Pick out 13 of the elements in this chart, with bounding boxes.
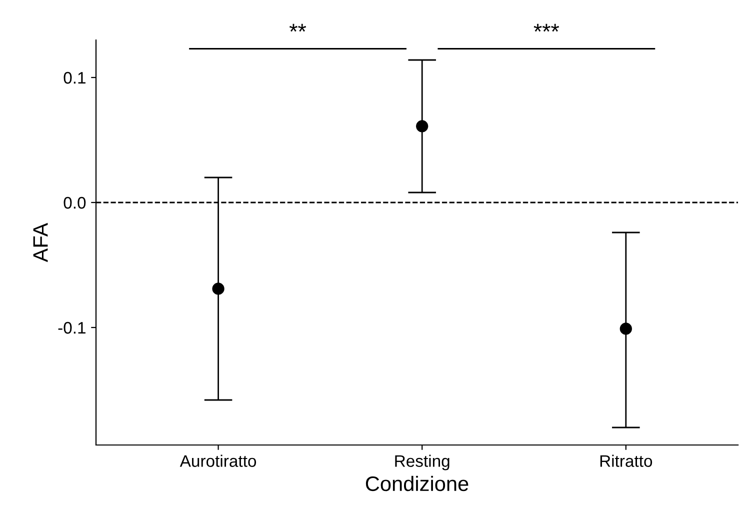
y-axis-title: AFA [33,222,48,262]
point [416,120,428,132]
text: *** [534,24,560,32]
x-axis-title: Condizione [366,476,468,492]
x-tick-label: Resting [395,454,450,470]
point [620,322,632,335]
y-tick-label: -0.1 [58,322,86,334]
y-tick-label: 0.0 [64,196,86,209]
text: ** [289,24,306,32]
y-tick-label: 0.1 [64,72,86,84]
point [212,282,224,295]
x-tick-label: Ritratto [600,454,652,467]
x-tick-label: Aurotiratto [180,454,256,467]
